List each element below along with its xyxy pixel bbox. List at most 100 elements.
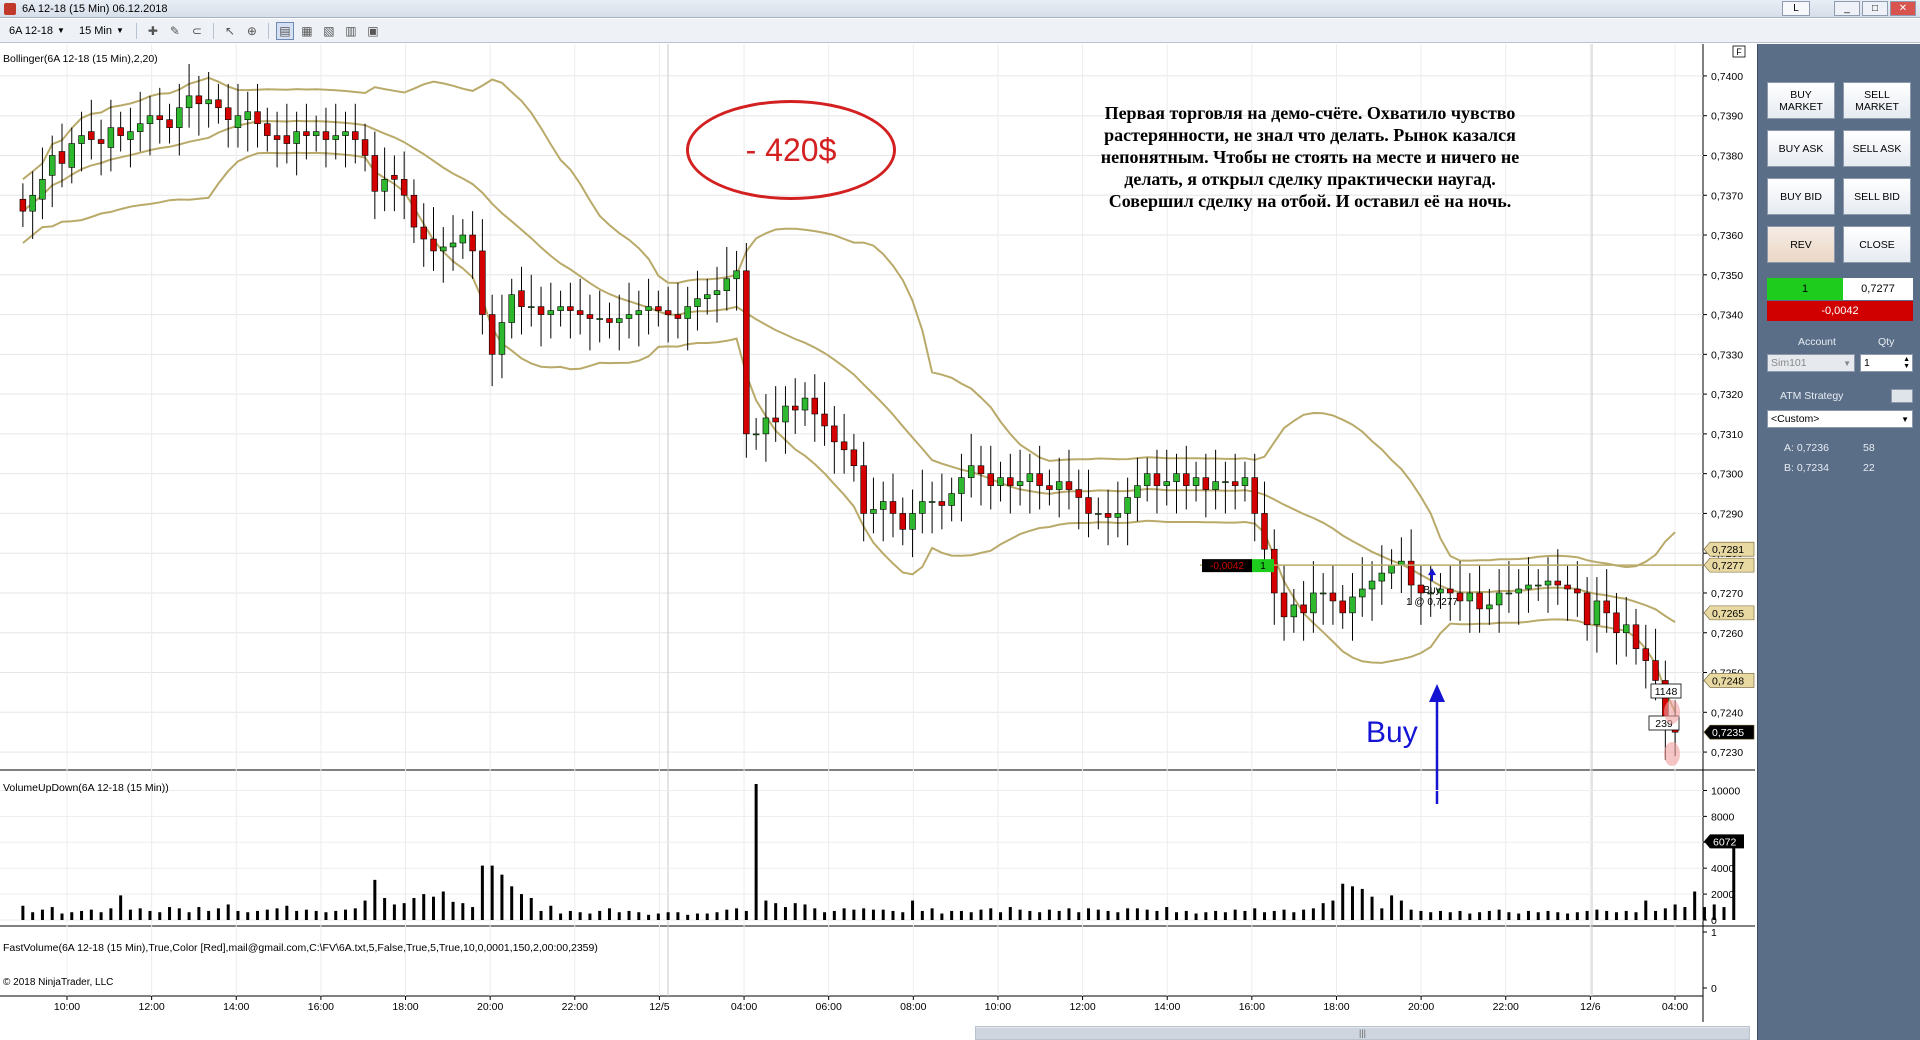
candle-down — [1339, 600, 1346, 614]
atm-strategy-select[interactable]: <Custom> ▼ — [1767, 410, 1913, 428]
reverse-button[interactable]: REV — [1767, 226, 1835, 263]
pencil-icon[interactable]: ✎ — [169, 23, 180, 38]
crosshair-icon[interactable]: ✚ — [147, 23, 158, 38]
chart-trader-panel: BUY MARKET SELL MARKET BUY ASK SELL ASK … — [1757, 44, 1920, 1040]
qty-stepper[interactable]: 1 ▲ ▼ — [1860, 354, 1913, 372]
volume-bar — [246, 912, 250, 920]
time-tick-label: 20:00 — [477, 1001, 503, 1013]
horizontal-scrollbar[interactable]: ||| — [975, 1026, 1750, 1040]
candle-up — [440, 246, 447, 252]
time-tick-label: 12:00 — [1069, 1001, 1095, 1013]
candle-up — [1016, 481, 1024, 486]
sell-market-button[interactable]: SELL MARKET — [1843, 82, 1911, 119]
volume-bar — [187, 912, 191, 920]
candle-up — [39, 179, 46, 200]
volume-bar — [1194, 913, 1198, 920]
volume-bar — [1272, 910, 1276, 920]
candle-up — [1544, 580, 1552, 586]
volume-bar — [500, 874, 504, 920]
candle-down — [1065, 481, 1073, 490]
volume-bar — [1556, 912, 1560, 920]
time-tick-label: 04:00 — [731, 1001, 757, 1013]
volume-bar — [1341, 883, 1345, 920]
candle-up — [1319, 592, 1327, 595]
volume-bar — [920, 910, 924, 920]
maximize-button[interactable]: □ — [1862, 1, 1888, 16]
indicators-icon[interactable]: ▦ — [301, 23, 313, 38]
time-tick-label: 16:00 — [1239, 1001, 1265, 1013]
scrollbar-thumb[interactable]: ||| — [976, 1028, 1749, 1039]
time-tick-label: 04:00 — [1662, 1001, 1688, 1013]
properties-icon[interactable]: ▥ — [345, 23, 357, 38]
volume-bar — [744, 910, 748, 920]
account-select[interactable]: Sim101 ▼ — [1767, 354, 1855, 372]
close-position-button[interactable]: CLOSE — [1843, 226, 1911, 263]
pointer-icon[interactable]: ↖ — [224, 23, 235, 38]
candle-down — [361, 139, 369, 156]
volume-bar — [1595, 909, 1599, 920]
candle-down — [1642, 648, 1650, 661]
volume-bar — [989, 908, 993, 920]
buy-bid-button[interactable]: BUY BID — [1767, 178, 1835, 215]
candle-down — [977, 465, 985, 474]
price-chart[interactable]: 0,7400 0,7390 0,7380 0,7370 0,7360 0,7350 0,73… — [0, 44, 1755, 1040]
volume-bar — [70, 912, 74, 920]
candle-up — [879, 501, 887, 510]
minimize-button[interactable]: _ — [1834, 1, 1860, 16]
chart-trader-icon[interactable]: ▤ — [275, 21, 294, 40]
candle-up — [782, 405, 789, 423]
price-tick-label: 0,7320 — [1711, 389, 1743, 401]
volume-bar — [256, 910, 260, 920]
price-marker-label: 0,7248 — [1712, 675, 1744, 687]
candle-up — [1515, 588, 1522, 594]
volume-bar — [1478, 912, 1482, 920]
volume-bar — [138, 908, 142, 920]
candle-down — [88, 131, 95, 140]
buy-ask-button[interactable]: BUY ASK — [1767, 130, 1835, 167]
volume-bar — [842, 908, 846, 920]
candle-up — [762, 417, 770, 435]
volume-bar — [764, 900, 768, 920]
magnet-icon[interactable]: ⊂ — [191, 23, 202, 38]
link-button[interactable]: L — [1782, 1, 1810, 16]
atm-options-button[interactable] — [1891, 389, 1913, 403]
chevron-down-icon: ▼ — [57, 26, 65, 35]
volume-bar — [99, 912, 103, 920]
volume-bar — [295, 910, 299, 920]
candle-down — [743, 270, 750, 435]
interval-selector[interactable]: 15 Min ▼ — [74, 22, 129, 40]
candle-down — [1153, 473, 1161, 486]
volume-last-label: 6072 — [1713, 836, 1737, 848]
buy-market-button[interactable]: BUY MARKET — [1767, 82, 1835, 119]
volume-bar — [344, 909, 348, 920]
candle-down — [19, 198, 27, 212]
candle-down — [410, 194, 418, 228]
sell-ask-button[interactable]: SELL ASK — [1843, 130, 1911, 167]
candle-up — [332, 135, 339, 140]
sell-bid-button[interactable]: SELL BID — [1843, 178, 1911, 215]
time-tick-label: 16:00 — [308, 1001, 334, 1013]
candle-up — [1495, 592, 1503, 606]
volume-bar — [871, 909, 875, 920]
data-box-icon[interactable]: ▣ — [367, 23, 379, 38]
candle-down — [371, 155, 379, 192]
candle-down — [58, 151, 66, 164]
time-tick-label: 12/5 — [649, 1001, 670, 1013]
title-bar: 6A 12-18 (15 Min) 06.12.2018 L _ □ ✕ — [0, 0, 1920, 18]
price-marker-label: 0,7235 — [1712, 727, 1744, 739]
atm-strategy-value: <Custom> — [1771, 413, 1820, 425]
instrument-selector[interactable]: 6A 12-18 ▼ — [4, 22, 70, 40]
volume-bar — [168, 907, 172, 920]
candle-up — [1163, 481, 1170, 486]
zoom-icon[interactable]: ⊕ — [246, 23, 257, 38]
chart-area[interactable]: 0,7400 0,7390 0,7380 0,7370 0,7360 0,7350 0,73… — [0, 44, 1755, 1040]
volume-bar — [568, 910, 572, 920]
buy-arrow-label: Buy — [1366, 716, 1418, 749]
qty-label: Qty — [1878, 336, 1895, 348]
time-tick-label: 18:00 — [1323, 1001, 1349, 1013]
buy-arrow-head-icon — [1429, 684, 1445, 702]
strategies-icon[interactable]: ▧ — [323, 23, 335, 38]
close-window-button[interactable]: ✕ — [1890, 1, 1916, 16]
volume-bar — [314, 910, 318, 920]
qty-value: 1 — [1864, 357, 1870, 369]
